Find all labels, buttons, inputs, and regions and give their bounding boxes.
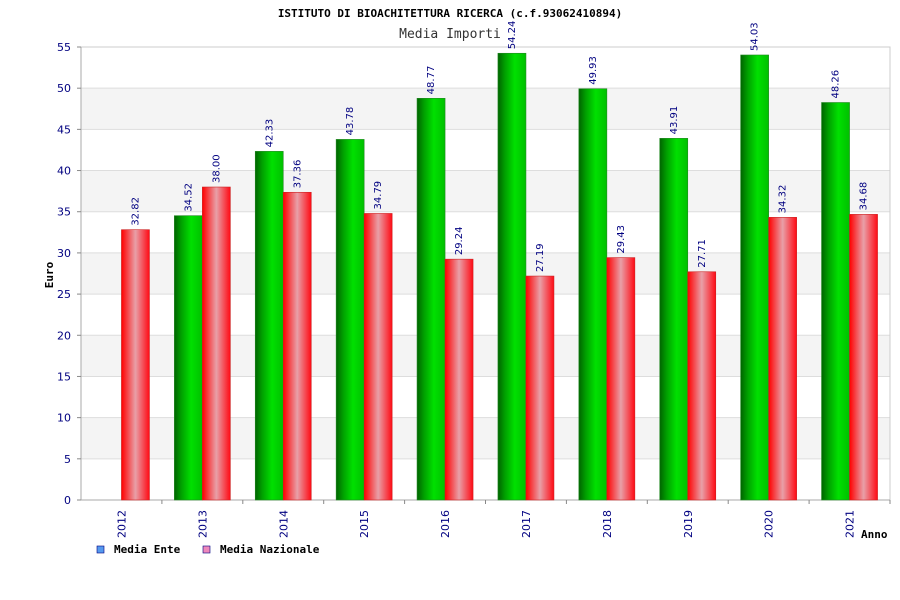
data-label-media-nazionale: 34.32 — [778, 185, 789, 214]
bar-media-ente — [497, 52, 527, 501]
bar-media-nazionale — [525, 275, 555, 501]
bar-media-nazionale — [282, 191, 312, 501]
data-label-media-nazionale: 32.82 — [130, 197, 141, 226]
y-tick-label: 15 — [57, 370, 71, 383]
data-label-media-ente: 54.03 — [750, 22, 761, 51]
data-label-media-ente: 34.52 — [183, 183, 194, 212]
bar-media-nazionale — [849, 214, 878, 501]
y-tick-label: 50 — [57, 82, 71, 95]
bar-media-ente — [578, 88, 608, 501]
x-tick-label: 2012 — [115, 510, 128, 538]
x-axis-title: Anno — [861, 528, 888, 541]
data-label-media-ente: 43.91 — [669, 106, 680, 135]
data-label-media-nazionale: 37.36 — [292, 160, 303, 189]
bar-media-ente — [659, 138, 689, 501]
chart-subtitle: Media Importi — [399, 27, 501, 42]
x-tick-label: 2017 — [520, 510, 533, 538]
data-label-media-nazionale: 38.00 — [211, 154, 222, 183]
x-tick-label: 2015 — [358, 510, 371, 538]
bar-media-ente — [335, 139, 365, 501]
bar-media-nazionale — [606, 257, 636, 501]
x-tick-label: 2019 — [682, 510, 695, 538]
legend-swatch-media-ente — [96, 545, 105, 554]
data-label-media-nazionale: 27.71 — [697, 239, 708, 268]
data-label-media-nazionale: 29.24 — [454, 227, 465, 256]
x-tick-label: 2021 — [844, 510, 857, 538]
y-tick-label: 55 — [57, 41, 71, 54]
bar-media-ente — [821, 102, 850, 501]
y-tick-label: 20 — [57, 329, 71, 342]
bar-media-nazionale — [363, 213, 393, 501]
data-label-media-ente: 48.77 — [426, 66, 437, 95]
x-tick-label: 2016 — [439, 510, 452, 538]
bar-media-nazionale — [121, 229, 150, 501]
legend-label-media-ente: Media Ente — [114, 543, 181, 556]
data-label-media-ente: 48.26 — [831, 70, 842, 99]
bar-media-nazionale — [444, 258, 474, 501]
x-tick-label: 2020 — [763, 510, 776, 538]
bar-media-ente — [254, 151, 284, 501]
legend-label-media-nazionale: Media Nazionale — [220, 543, 320, 556]
y-tick-label: 30 — [57, 247, 71, 260]
y-tick-label: 35 — [57, 206, 71, 219]
legend: Media Ente Media Nazionale — [96, 543, 320, 556]
data-label-media-nazionale: 29.43 — [616, 225, 627, 254]
y-tick-label: 0 — [64, 494, 71, 507]
data-label-media-ente: 49.93 — [588, 56, 599, 85]
y-tick-label: 45 — [57, 123, 71, 136]
x-tick-label: 2013 — [196, 510, 209, 538]
bar-media-ente — [416, 98, 446, 501]
data-label-media-ente: 54.24 — [507, 21, 518, 50]
y-tick-label: 40 — [57, 165, 71, 178]
bar-media-ente — [174, 215, 203, 501]
y-tick-label: 25 — [57, 288, 71, 301]
bar-media-nazionale — [687, 271, 717, 501]
chart-title: ISTITUTO DI BIOACHITETTURA RICERCA (c.f.… — [278, 7, 622, 20]
data-label-media-nazionale: 34.68 — [859, 182, 870, 211]
x-tick-label: 2014 — [277, 510, 290, 538]
y-tick-label: 5 — [64, 453, 71, 466]
data-label-media-nazionale: 27.19 — [535, 243, 546, 272]
data-label-media-ente: 43.78 — [345, 107, 356, 136]
y-axis-title: Euro — [43, 261, 56, 288]
data-label-media-ente: 42.33 — [264, 119, 275, 148]
data-label-media-nazionale: 34.79 — [373, 181, 384, 210]
y-tick-label: 10 — [57, 412, 71, 425]
plot-area: 0 5 10 15 20 25 30 35 40 45 50 55 2012 32.82 2013 34.52… — [57, 21, 891, 538]
bar-media-nazionale — [202, 186, 231, 501]
bar-media-nazionale — [768, 217, 797, 501]
legend-swatch-media-nazionale — [202, 545, 211, 554]
x-tick-label: 2018 — [601, 510, 614, 538]
bar-media-ente — [740, 54, 769, 501]
